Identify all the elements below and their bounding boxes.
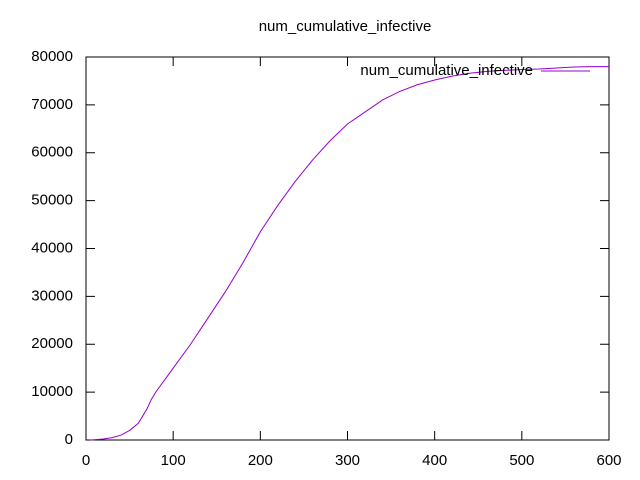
chart-title: num_cumulative_infective <box>259 18 432 35</box>
y-tick-label: 60000 <box>31 144 73 161</box>
x-tick-label: 300 <box>335 452 360 469</box>
legend-label: num_cumulative_infective <box>360 62 533 79</box>
y-tick-label: 0 <box>65 431 73 448</box>
y-tick-label: 70000 <box>31 96 73 113</box>
x-tick-label: 200 <box>248 452 273 469</box>
x-tick-label: 100 <box>161 452 186 469</box>
x-tick-label: 0 <box>82 452 90 469</box>
x-tick-label: 600 <box>596 452 621 469</box>
y-tick-label: 80000 <box>31 48 73 65</box>
y-tick-label: 50000 <box>31 192 73 209</box>
x-tick-label: 500 <box>509 452 534 469</box>
y-tick-label: 10000 <box>31 383 73 400</box>
y-tick-label: 20000 <box>31 335 73 352</box>
y-tick-label: 40000 <box>31 239 73 256</box>
x-tick-label: 400 <box>422 452 447 469</box>
y-tick-label: 30000 <box>31 287 73 304</box>
data-line <box>90 66 609 441</box>
